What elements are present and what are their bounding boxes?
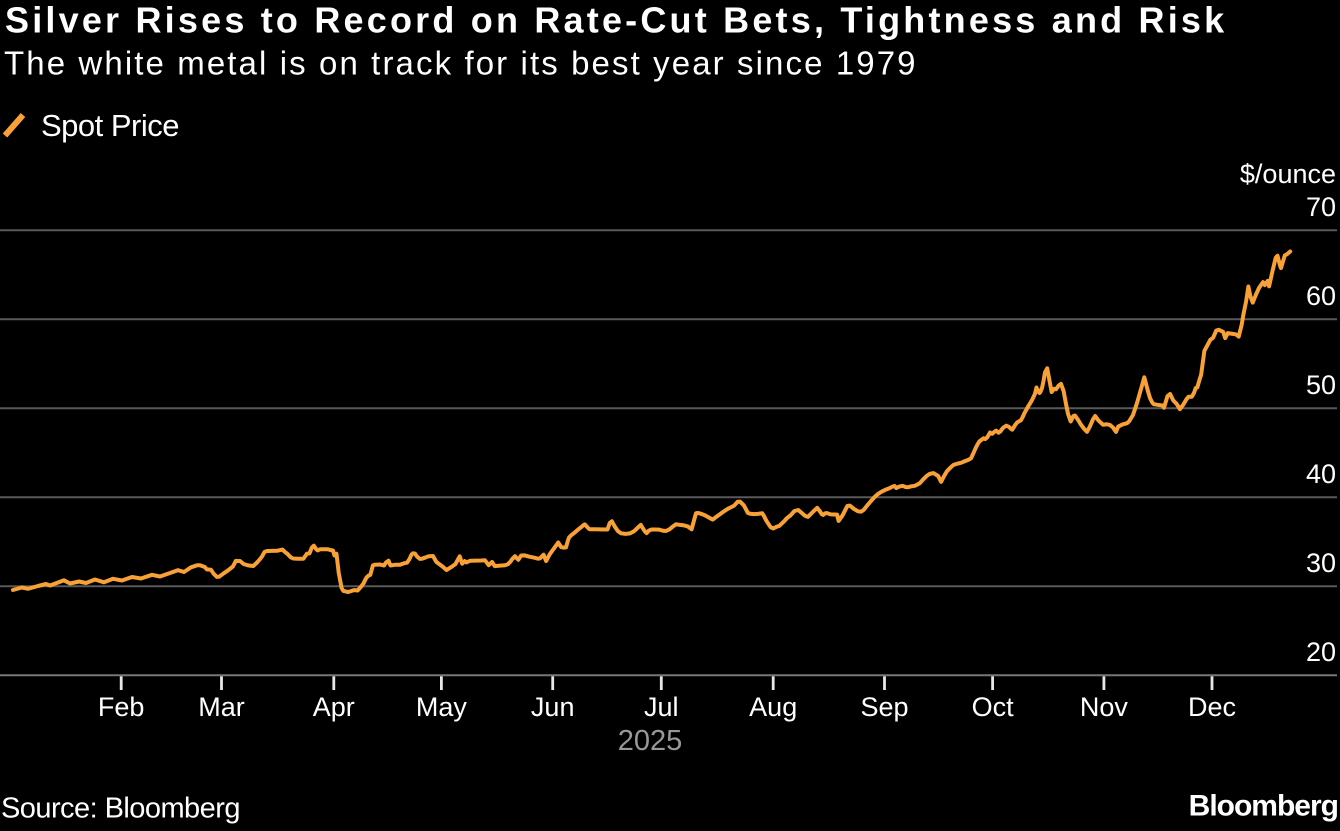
svg-text:Dec: Dec	[1188, 692, 1236, 722]
svg-text:Jul: Jul	[644, 692, 679, 722]
svg-text:May: May	[416, 692, 468, 722]
svg-text:2025: 2025	[618, 725, 683, 757]
svg-text:50: 50	[1306, 370, 1336, 400]
svg-text:Spot Price: Spot Price	[41, 108, 179, 143]
svg-text:The white metal is on track fo: The white metal is on track for its best…	[4, 45, 918, 82]
svg-text:Oct: Oct	[972, 692, 1015, 722]
svg-text:Mar: Mar	[198, 692, 245, 722]
svg-text:Source: Bloomberg: Source: Bloomberg	[1, 792, 240, 824]
svg-text:$/ounce: $/ounce	[1240, 159, 1336, 189]
svg-text:Jun: Jun	[531, 692, 575, 722]
svg-text:40: 40	[1306, 459, 1336, 489]
svg-text:Nov: Nov	[1080, 692, 1129, 722]
svg-text:Aug: Aug	[749, 692, 797, 722]
svg-text:60: 60	[1306, 281, 1336, 311]
svg-text:70: 70	[1306, 192, 1336, 222]
svg-text:Feb: Feb	[98, 692, 145, 722]
svg-text:20: 20	[1306, 637, 1336, 667]
svg-text:Apr: Apr	[313, 692, 355, 722]
svg-text:Silver Rises to Record on Rate: Silver Rises to Record on Rate-Cut Bets,…	[5, 0, 1227, 41]
svg-text:30: 30	[1306, 548, 1336, 578]
svg-text:Bloomberg: Bloomberg	[1189, 790, 1338, 823]
svg-text:Sep: Sep	[860, 692, 908, 722]
